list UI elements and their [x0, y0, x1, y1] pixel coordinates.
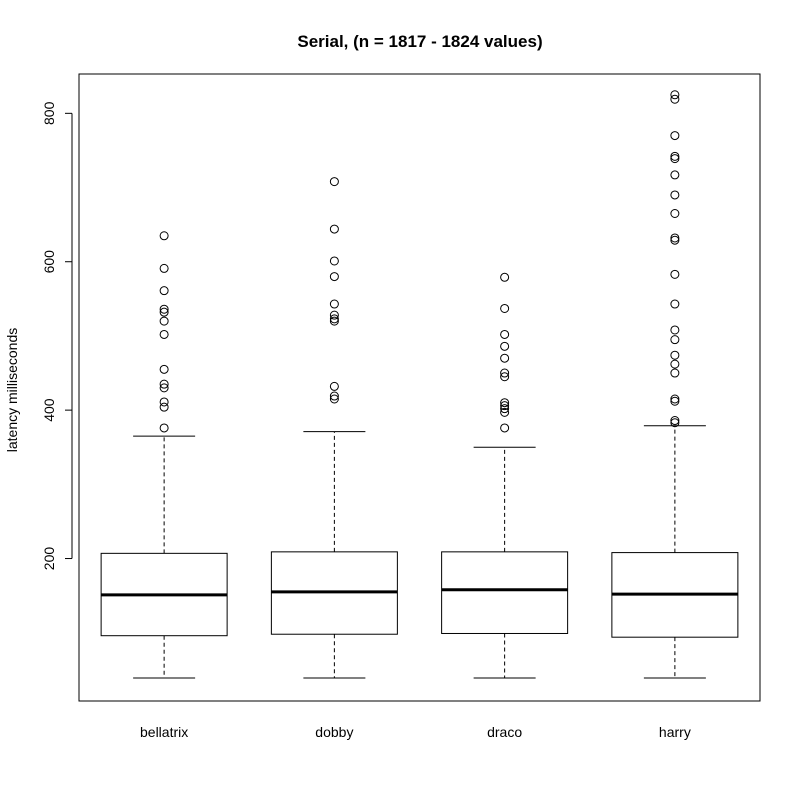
- outlier-point: [670, 335, 680, 345]
- box-harry: [611, 90, 739, 679]
- y-tick-label: 200: [41, 547, 57, 571]
- x-tick-label: dobby: [315, 724, 353, 740]
- outlier-point: [670, 94, 680, 104]
- outlier-point: [670, 368, 680, 378]
- outlier-point: [500, 329, 510, 339]
- outlier-point: [500, 398, 510, 408]
- outlier-point: [329, 310, 339, 320]
- outlier-point: [670, 235, 680, 245]
- outlier-point: [670, 299, 680, 309]
- iqr-box: [441, 551, 569, 634]
- outlier-point: [159, 329, 169, 339]
- y-tick-label: 400: [41, 398, 57, 422]
- outlier-point: [329, 381, 339, 391]
- outlier-point: [670, 394, 680, 404]
- outlier-point: [670, 416, 680, 426]
- box-dobby: [270, 177, 398, 679]
- y-tick-label: 600: [41, 250, 57, 274]
- chart-title: Serial, (n = 1817 - 1824 values): [297, 32, 542, 51]
- outlier-point: [670, 90, 680, 100]
- outlier-point: [329, 316, 339, 326]
- outlier-point: [670, 131, 680, 141]
- outlier-point: [159, 263, 169, 273]
- outlier-point: [500, 404, 510, 414]
- outlier-point: [329, 256, 339, 266]
- x-axis-labels: bellatrix dobby draco harry: [140, 724, 691, 740]
- outlier-point: [670, 151, 680, 161]
- outlier-point: [329, 177, 339, 187]
- outlier-point: [670, 208, 680, 218]
- outlier-point: [159, 364, 169, 374]
- outlier-point: [670, 170, 680, 180]
- outlier-point: [500, 401, 510, 411]
- outlier-point: [500, 272, 510, 282]
- outlier-point: [670, 350, 680, 360]
- plot-frame: [78, 73, 761, 702]
- outlier-point: [670, 359, 680, 369]
- y-tick-label: 800: [41, 101, 57, 125]
- outlier-point: [500, 423, 510, 433]
- x-tick-label: draco: [487, 724, 522, 740]
- outlier-point: [670, 233, 680, 243]
- outlier-point: [670, 418, 680, 428]
- outlier-point: [500, 407, 510, 417]
- outlier-point: [159, 307, 169, 317]
- outlier-point: [329, 224, 339, 234]
- outlier-point: [329, 272, 339, 282]
- outlier-point: [159, 383, 169, 393]
- outlier-point: [500, 353, 510, 363]
- y-axis: 200 400 600 800: [41, 101, 73, 571]
- x-tick-label: bellatrix: [140, 724, 188, 740]
- y-axis-label: latency milliseconds: [4, 328, 20, 453]
- outlier-point: [329, 394, 339, 404]
- outlier-point: [159, 304, 169, 314]
- outlier-point: [159, 316, 169, 326]
- outlier-point: [159, 402, 169, 412]
- box-series: [100, 90, 739, 679]
- outlier-point: [329, 314, 339, 324]
- outlier-point: [329, 299, 339, 309]
- x-tick-label: harry: [659, 724, 691, 740]
- box-bellatrix: [100, 231, 228, 679]
- outlier-point: [159, 231, 169, 241]
- outlier-point: [329, 391, 339, 401]
- outlier-point: [159, 423, 169, 433]
- outlier-point: [670, 325, 680, 335]
- outlier-point: [159, 379, 169, 389]
- outlier-point: [159, 397, 169, 407]
- outlier-point: [500, 341, 510, 351]
- outlier-point: [159, 286, 169, 296]
- outlier-point: [500, 303, 510, 313]
- outlier-point: [500, 368, 510, 378]
- outlier-point: [670, 396, 680, 406]
- outlier-point: [670, 190, 680, 200]
- outlier-point: [670, 154, 680, 164]
- box-draco: [441, 272, 569, 679]
- outlier-point: [500, 372, 510, 382]
- outlier-point: [670, 269, 680, 279]
